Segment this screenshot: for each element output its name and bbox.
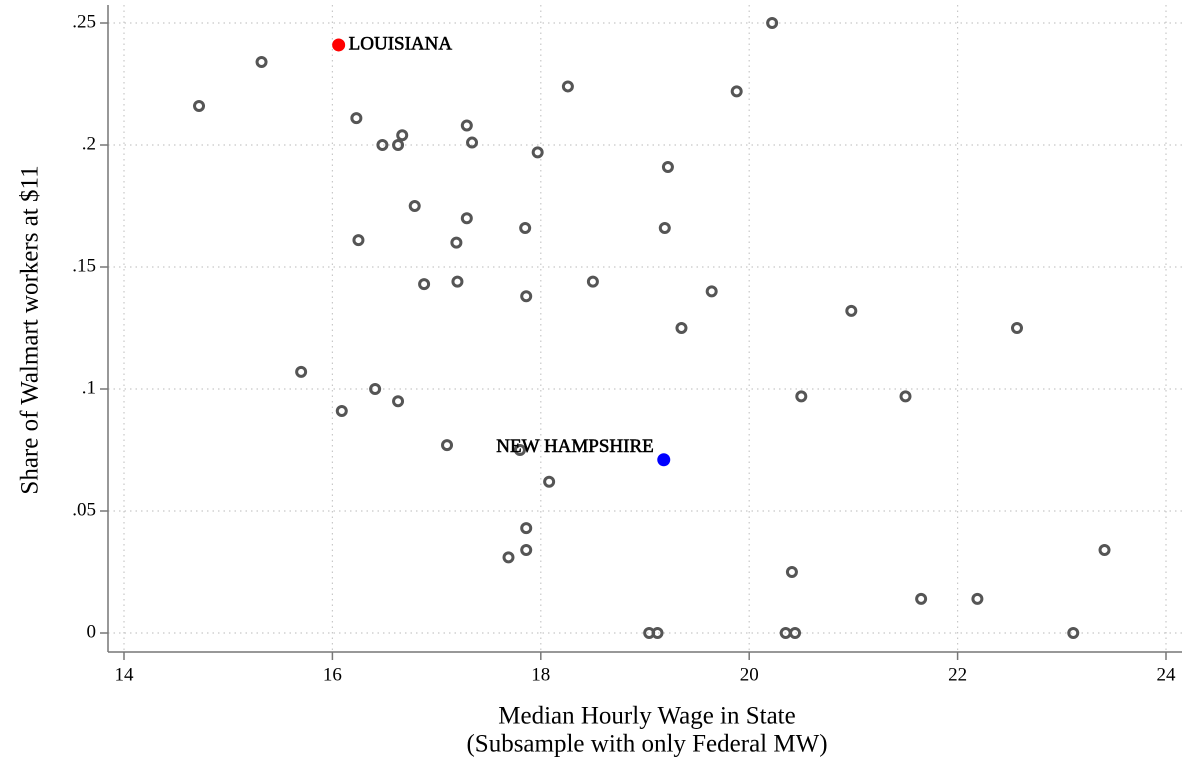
point	[255, 56, 268, 69]
y-tick-label: .2	[82, 133, 96, 154]
point	[661, 160, 674, 173]
point	[675, 322, 688, 334]
x-tick-label: 14	[115, 664, 135, 685]
x-tick-label: 18	[531, 664, 550, 685]
y-tick-label: 0	[87, 621, 97, 642]
point	[658, 221, 671, 234]
point	[350, 112, 363, 125]
point	[460, 119, 473, 132]
point	[451, 275, 464, 288]
x-tick-label: 20	[740, 664, 759, 685]
point	[193, 99, 206, 112]
point	[441, 439, 454, 452]
point	[520, 544, 533, 557]
x-axis-subtitle: (Subsample with only Federal MW)	[466, 731, 827, 758]
point	[295, 365, 308, 378]
point	[513, 444, 526, 456]
point	[971, 592, 984, 605]
point	[1098, 544, 1111, 557]
y-tick-label: .1	[82, 377, 96, 398]
point	[352, 234, 365, 247]
point	[1010, 322, 1023, 334]
point	[915, 592, 928, 605]
y-tick-label: .05	[72, 499, 96, 520]
x-tick-label: 16	[323, 664, 342, 685]
point	[657, 453, 671, 467]
point	[396, 129, 409, 142]
point	[502, 551, 515, 564]
point	[586, 275, 599, 288]
point	[766, 17, 779, 29]
point	[705, 285, 718, 298]
point	[519, 221, 532, 234]
point	[332, 38, 346, 52]
point	[651, 627, 664, 639]
point	[730, 85, 743, 98]
point-label: LOUISIANA	[349, 33, 453, 54]
point	[520, 522, 533, 535]
point	[376, 139, 389, 151]
point	[795, 390, 808, 403]
point	[335, 404, 348, 417]
point	[450, 236, 463, 249]
point	[845, 304, 858, 317]
point	[1067, 627, 1080, 639]
y-axis-title: Share of Walmart workers at $11	[17, 165, 44, 494]
x-tick-label: 24	[1157, 664, 1177, 685]
point	[369, 383, 382, 395]
point	[789, 627, 802, 639]
x-tick-label: 22	[948, 664, 967, 685]
point	[392, 139, 405, 151]
point	[460, 212, 473, 225]
point	[408, 200, 421, 212]
point	[531, 146, 544, 159]
point	[543, 475, 556, 488]
point	[392, 395, 405, 408]
x-axis-title: Median Hourly Wage in State	[498, 703, 795, 730]
point-label: NEW HAMPSHIRE	[496, 436, 653, 457]
point	[785, 566, 798, 578]
point	[899, 390, 912, 403]
point	[520, 290, 533, 303]
y-tick-label: .15	[72, 255, 96, 276]
point	[561, 80, 574, 93]
point	[418, 278, 431, 291]
point	[466, 136, 479, 149]
y-tick-label: .25	[72, 11, 96, 32]
